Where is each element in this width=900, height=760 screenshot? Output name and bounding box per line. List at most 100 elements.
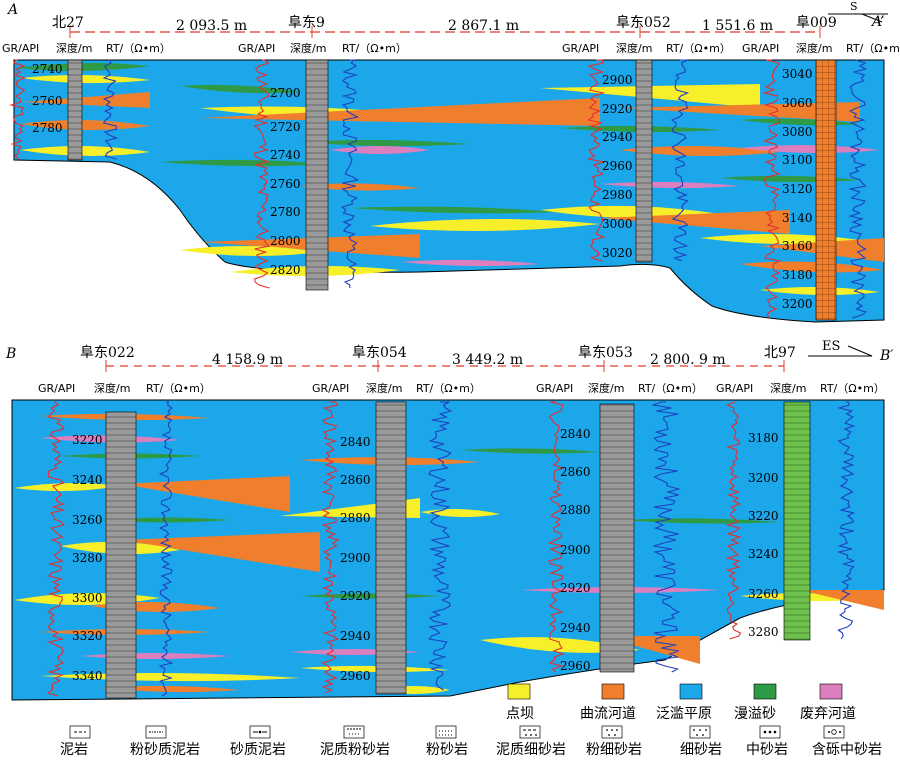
svg-text:3080: 3080 <box>782 125 813 139</box>
lithology-legend: 泥岩 粉砂质泥岩 砂质泥岩 泥质粉砂岩 粉砂岩 泥质细砂岩 粉细砂岩 细砂岩 中… <box>60 725 882 758</box>
svg-text:2900: 2900 <box>560 543 591 557</box>
meander-channel-body <box>200 98 600 126</box>
lith-symbol-pebbly-medium-sandstone <box>823 725 845 739</box>
svg-text:3120: 3120 <box>782 182 813 196</box>
point-bar-body <box>14 482 120 492</box>
svg-text:RT/（Ω•m）: RT/（Ω•m） <box>638 382 703 395</box>
svg-text:深度/m: 深度/m <box>616 41 652 55</box>
direction-label-b: ES <box>822 339 840 354</box>
depth-labels-fudong9: 2700 2720 2740 2760 2780 2800 2820 <box>270 86 301 277</box>
meander-channel-body <box>620 102 860 122</box>
section-a-background <box>13 59 885 323</box>
legend-label-floodplain: 泛滥平原 <box>656 706 712 722</box>
point-bar-body <box>40 672 300 682</box>
lith-label-silty-mudstone: 粉砂质泥岩 <box>130 742 200 758</box>
section-a: A A’ S 北27 阜东9 阜东052 阜009 2 093.5 m 2 86… <box>2 0 900 323</box>
svg-text:2980: 2980 <box>602 188 633 202</box>
svg-text:2920: 2920 <box>602 102 633 116</box>
legend-label-meander-channel: 曲流河道 <box>580 706 636 722</box>
svg-text:深度/m: 深度/m <box>796 41 832 55</box>
lithology-column-bei27 <box>67 59 83 161</box>
svg-text:3160: 3160 <box>782 239 813 253</box>
svg-text:2940: 2940 <box>560 621 591 635</box>
lith-symbol-argillaceous-siltstone <box>343 725 365 739</box>
well-name-fudong054: 阜东054 <box>352 344 407 361</box>
svg-text:3340: 3340 <box>72 669 103 683</box>
depth-labels-fudong022: 3220 3240 3260 3280 3300 3320 3340 <box>72 433 103 683</box>
well-name-fudong053: 阜东053 <box>578 344 633 361</box>
svg-text:2920: 2920 <box>340 589 371 603</box>
legend-swatch-meander-channel <box>601 683 625 700</box>
meander-channel-body <box>740 261 884 273</box>
svg-text:RT/（Ω•m）: RT/（Ω•m） <box>666 42 731 55</box>
svg-text:3220: 3220 <box>748 509 779 523</box>
section-b: B B′ ES 阜东022 阜东054 阜东053 北97 4 158.9 m … <box>5 339 894 701</box>
rt-curve-fu009 <box>848 59 868 319</box>
svg-text:深度/m: 深度/m <box>770 381 806 395</box>
svg-text:2700: 2700 <box>270 86 301 100</box>
svg-text:3280: 3280 <box>748 625 779 639</box>
svg-text:深度/m: 深度/m <box>56 41 92 55</box>
svg-text:2760: 2760 <box>270 177 301 191</box>
well-name-bei97: 北97 <box>764 345 796 361</box>
lith-label-sandy-mudstone: 砂质泥岩 <box>230 742 286 758</box>
distance-b-2: 3 449.2 m <box>452 352 523 368</box>
svg-text:GR/API: GR/API <box>562 42 599 55</box>
svg-text:GR/API: GR/API <box>312 382 349 395</box>
abandoned-channel-body <box>740 144 880 154</box>
direction-arrow-b: ES <box>808 339 873 357</box>
lithology-column-fudong022 <box>105 411 137 699</box>
track-headers-b: GR/API 深度/m RT/（Ω•m） GR/API 深度/m RT/（Ω•m… <box>38 381 885 395</box>
svg-text:3060: 3060 <box>782 96 813 110</box>
svg-text:2880: 2880 <box>340 511 371 525</box>
legend-swatch-abandoned-channel <box>819 683 843 700</box>
abandoned-channel-body <box>600 181 740 189</box>
svg-text:2900: 2900 <box>340 551 371 565</box>
lith-symbol-fine-sandstone <box>689 725 711 739</box>
legend-label-overbank-sand: 漫溢砂 <box>734 706 776 722</box>
distance-b-1: 4 158.9 m <box>212 352 283 368</box>
distance-a-2: 2 867.1 m <box>448 18 519 34</box>
overbank-sand-body <box>460 448 600 454</box>
depth-labels-bei27: 2740 2760 2780 <box>32 62 63 135</box>
svg-text:RT/（Ω•m）: RT/（Ω•m） <box>820 382 885 395</box>
svg-text:3300: 3300 <box>72 591 103 605</box>
lithology-column-fudong052 <box>635 59 653 263</box>
svg-text:GR/API: GR/API <box>238 42 275 55</box>
svg-text:3220: 3220 <box>72 433 103 447</box>
facies-legend: 点坝 曲流河道 泛滥平原 漫溢砂 废弃河道 <box>506 683 856 722</box>
lith-symbol-silty-fine-sandstone <box>601 725 623 739</box>
svg-text:2940: 2940 <box>340 629 371 643</box>
gr-curve-bei27 <box>9 59 27 160</box>
svg-text:3260: 3260 <box>72 513 103 527</box>
rt-curve-fudong022 <box>158 401 174 697</box>
depth-labels-fudong054: 2840 2860 2880 2900 2920 2940 2960 <box>340 435 371 683</box>
svg-text:RT/（Ω•m）: RT/（Ω•m） <box>416 382 481 395</box>
point-bar-body <box>20 74 150 84</box>
svg-text:2740: 2740 <box>270 148 301 162</box>
point-bar-body <box>20 145 150 157</box>
point-bar-body <box>180 245 320 257</box>
svg-text:GR/API: GR/API <box>2 42 39 55</box>
lith-symbol-sandy-mudstone <box>249 725 271 739</box>
lith-symbol-argillaceous-fine-sandstone <box>519 725 541 739</box>
svg-text:2780: 2780 <box>32 121 63 135</box>
svg-text:3180: 3180 <box>782 268 813 282</box>
svg-text:2960: 2960 <box>602 159 633 173</box>
svg-text:3280: 3280 <box>72 551 103 565</box>
svg-text:2740: 2740 <box>32 62 63 76</box>
meander-channel-body <box>120 476 290 512</box>
well-markers-b <box>105 360 785 372</box>
gr-curve-fu009 <box>762 59 782 319</box>
svg-text:3180: 3180 <box>748 431 779 445</box>
gr-curve-fudong022 <box>46 401 66 697</box>
gr-curve-fudong052 <box>586 59 606 262</box>
lith-label-fine-sandstone: 细砂岩 <box>680 742 722 758</box>
well-markers-a <box>69 26 821 38</box>
svg-text:3020: 3020 <box>602 246 633 260</box>
svg-text:GR/API: GR/API <box>742 42 779 55</box>
svg-text:2860: 2860 <box>340 473 371 487</box>
depth-labels-bei97: 3180 3200 3220 3240 3260 3280 <box>748 431 779 639</box>
svg-text:2800: 2800 <box>270 234 301 248</box>
